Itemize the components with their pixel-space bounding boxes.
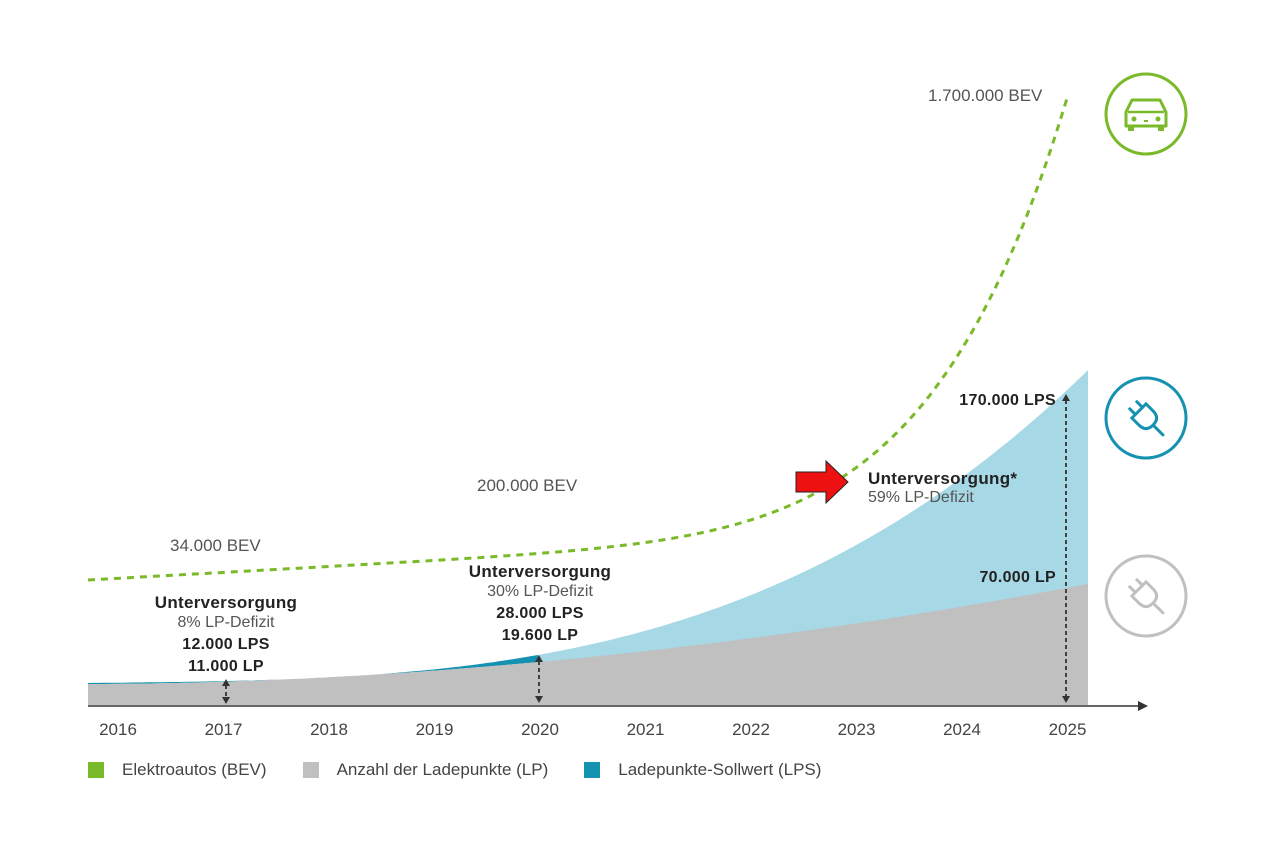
legend-item-lp: Anzahl der Ladepunkte (LP) bbox=[302, 760, 549, 780]
x-tick-label: 2019 bbox=[416, 720, 454, 739]
bev-label-2020: 200.000 BEV bbox=[477, 476, 578, 495]
annotation-lp: 11.000 LP bbox=[188, 658, 264, 675]
legend-label: Elektroautos (BEV) bbox=[122, 760, 267, 779]
bev-line bbox=[87, 94, 1070, 582]
annotation-2017: Unterversorgung 8% LP-Defizit 12.000 LPS… bbox=[155, 593, 297, 675]
deficit-arrow bbox=[1062, 394, 1070, 703]
x-tick-label: 2021 bbox=[627, 720, 665, 739]
annotation-subtitle: 59% LP-Defizit bbox=[868, 489, 974, 506]
x-tick-label: 2016 bbox=[99, 720, 137, 739]
annotation-2025: 170.000 LPS Unterversorgung* 59% LP-Defi… bbox=[868, 392, 1056, 586]
bev-label-2025: 1.700.000 BEV bbox=[928, 86, 1043, 105]
legend-swatch bbox=[88, 762, 104, 778]
x-tick-label: 2018 bbox=[310, 720, 348, 739]
x-tick-label: 2022 bbox=[732, 720, 770, 739]
annotation-lps: 12.000 LPS bbox=[182, 636, 270, 653]
deficit-arrow bbox=[222, 679, 230, 704]
x-tick-label: 2017 bbox=[205, 720, 243, 739]
car-icon bbox=[1104, 72, 1188, 156]
annotation-lps: 170.000 LPS bbox=[959, 392, 1056, 409]
annotation-2020: Unterversorgung 30% LP-Defizit 28.000 LP… bbox=[469, 562, 611, 644]
legend-label: Ladepunkte-Sollwert (LPS) bbox=[618, 760, 822, 779]
deficit-arrow bbox=[535, 655, 543, 703]
x-tick-label: 2020 bbox=[521, 720, 559, 739]
annotation-subtitle: 30% LP-Defizit bbox=[487, 583, 593, 600]
x-axis-arrowhead bbox=[1138, 701, 1148, 711]
annotation-lps: 28.000 LPS bbox=[496, 605, 584, 622]
legend: Elektroautos (BEV) Anzahl der Ladepunkte… bbox=[88, 760, 821, 780]
annotation-lp: 19.600 LP bbox=[502, 627, 579, 644]
x-tick-label: 2024 bbox=[943, 720, 981, 739]
red-arrow-icon bbox=[795, 459, 849, 505]
lp-area bbox=[88, 584, 1088, 705]
legend-label: Anzahl der Ladepunkte (LP) bbox=[336, 760, 549, 779]
legend-swatch bbox=[302, 762, 319, 778]
plug-icon bbox=[1104, 376, 1188, 460]
plug-icon bbox=[1104, 554, 1188, 638]
annotation-title: Unterversorgung bbox=[155, 593, 297, 612]
annotation-title: Unterversorgung bbox=[469, 562, 611, 581]
deficit-arrows bbox=[222, 394, 1070, 704]
x-ticks: 2016 2017 2018 2019 2020 2021 2022 2023 2024 2025 bbox=[99, 720, 1086, 739]
x-tick-label: 2023 bbox=[838, 720, 876, 739]
legend-item-bev: Elektroautos (BEV) bbox=[88, 760, 267, 780]
legend-swatch bbox=[584, 762, 601, 778]
annotation-lp: 70.000 LP bbox=[979, 569, 1056, 586]
legend-item-lps: Ladepunkte-Sollwert (LPS) bbox=[584, 760, 821, 780]
annotation-title: Unterversorgung* bbox=[868, 469, 1017, 488]
annotation-subtitle: 8% LP-Defizit bbox=[178, 614, 275, 631]
bev-label-2017: 34.000 BEV bbox=[170, 536, 261, 555]
x-tick-label: 2025 bbox=[1049, 720, 1087, 739]
